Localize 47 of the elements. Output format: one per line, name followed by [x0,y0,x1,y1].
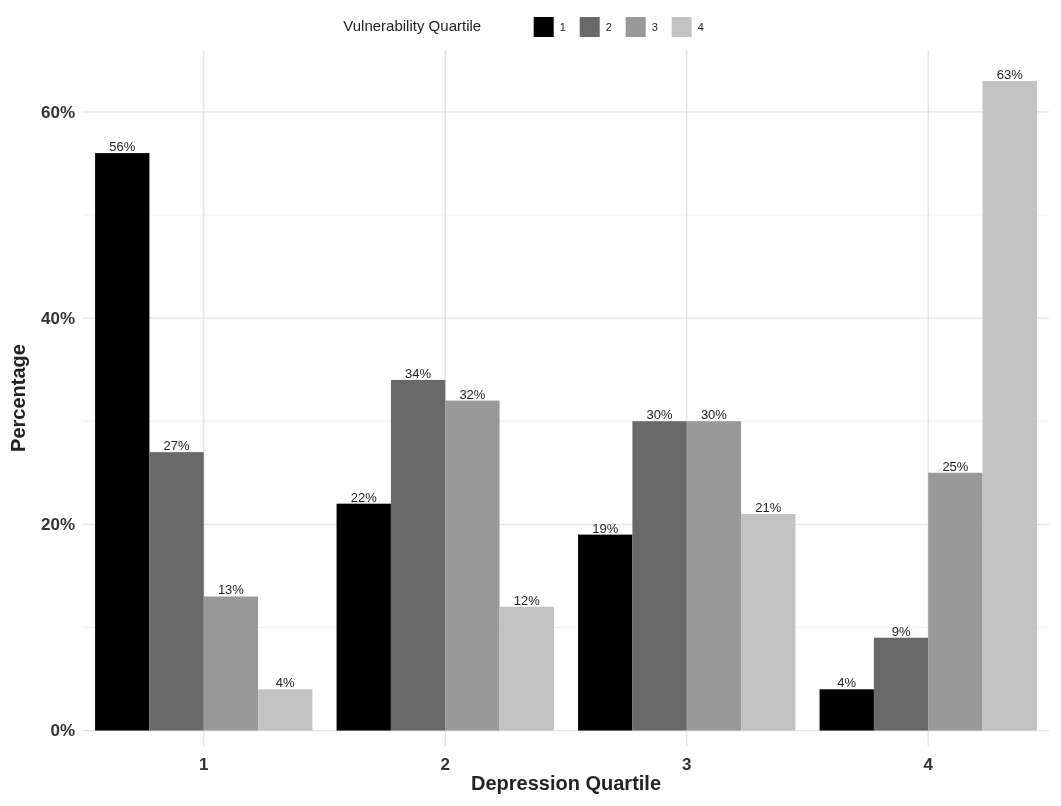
bar [390,379,446,731]
y-tick-label: 40% [40,309,75,329]
x-axis-title: Depression Quartile [470,772,662,794]
x-tick-label: 2 [440,754,450,774]
data-label: 30% [700,407,728,423]
data-label: 56% [109,139,136,155]
bar [95,153,150,731]
bar [203,596,259,731]
bar [982,80,1037,731]
bar [819,689,874,731]
data-label: 63% [996,66,1024,82]
data-label: 32% [459,386,486,402]
bar [928,472,983,731]
legend-label: 1 [559,21,566,33]
bar [149,452,204,731]
data-label: 4% [275,675,296,691]
y-tick-label: 0% [50,721,75,741]
x-tick-label: 4 [923,754,934,774]
data-label: 25% [942,458,969,474]
y-tick-label: 20% [40,515,75,535]
data-label: 13% [217,582,245,598]
data-label: 19% [592,520,619,536]
bar [445,400,500,731]
bar [632,421,687,731]
data-label: 12% [513,592,541,608]
data-label: 9% [891,623,911,639]
legend-label: 4 [697,21,704,33]
x-tick-label: 1 [199,754,209,774]
data-label: 4% [837,675,857,691]
bar [499,606,554,731]
legend-label: 3 [651,21,658,33]
bar [686,421,742,731]
legend-label: 2 [605,21,612,33]
bar [336,503,391,731]
y-tick-label: 60% [40,102,75,122]
data-label: 27% [163,438,191,454]
data-label: 22% [350,489,378,505]
bar [258,689,313,731]
data-label: 34% [405,365,432,381]
y-axis-title: Percentage [7,344,29,452]
legend-title: Vulnerability Quartile [343,17,482,34]
bar [873,637,929,731]
data-label: 21% [755,500,782,515]
bar [741,514,796,731]
data-label: 30% [646,407,674,423]
bar [578,534,633,731]
x-tick-label: 3 [682,754,692,774]
